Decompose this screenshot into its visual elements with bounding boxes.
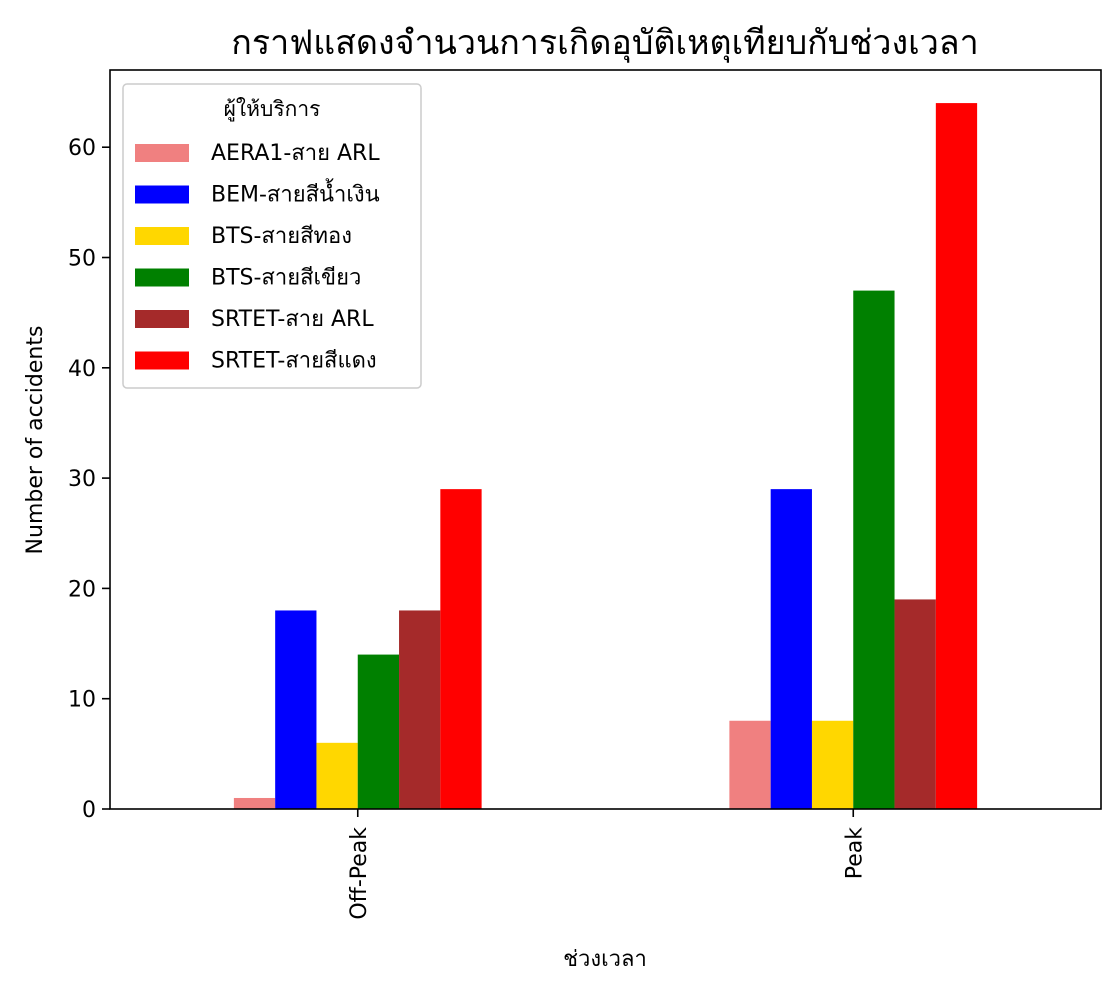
legend-label: AERA1-สาย ARL: [211, 141, 380, 166]
legend-label: BTS-สายสีทอง: [211, 224, 352, 249]
legend-label: SRTET-สาย ARL: [211, 307, 374, 332]
chart-title: กราฟแสดงจำนวนการเกิดอุบัติเหตุเทียบกับช่…: [231, 23, 979, 63]
legend-swatch: [135, 227, 189, 245]
x-axis-label: ช่วงเวลา: [563, 947, 647, 972]
legend-swatch: [135, 310, 189, 328]
bar-off-peak-series-4: [399, 610, 441, 809]
legend-swatch: [135, 351, 189, 370]
y-tick-label: 30: [68, 467, 96, 492]
bar-peak-series-3: [853, 290, 895, 810]
y-tick-label: 40: [68, 357, 96, 382]
legend-box: [122, 83, 422, 389]
y-tick-label: 60: [68, 136, 96, 161]
y-axis: 0 10 20 30 40 50 60: [68, 136, 110, 823]
legend-label: SRTET-สายสีแดง: [211, 349, 377, 374]
legend-title: ผู้ให้บริการ: [224, 97, 321, 122]
y-tick-label: 10: [68, 688, 96, 713]
plot-frame: [109, 69, 1102, 810]
legend: ผู้ให้บริการ AERA1-สาย ARL BEM-สายสีน้ำเง…: [122, 83, 422, 389]
bar-peak-series-2: [811, 720, 854, 809]
legend-items: AERA1-สาย ARL BEM-สายสีน้ำเงิน BTS-สายสีทอ…: [135, 141, 380, 374]
bar-off-peak-series-0: [233, 797, 276, 809]
bar-off-peak-series-5: [440, 489, 482, 809]
bar-off-peak-series-2: [316, 742, 358, 809]
x-tick-label: Peak: [842, 827, 867, 879]
legend-swatch: [135, 268, 189, 287]
legend-swatch: [135, 185, 189, 204]
y-tick-label: 20: [68, 577, 96, 602]
legend-label: BEM-สายสีน้ำเงิน: [211, 179, 380, 208]
bar-peak-series-1: [770, 489, 812, 809]
bars-layer: [233, 103, 978, 810]
legend-label: BTS-สายสีเขียว: [211, 266, 361, 291]
bar-off-peak-series-1: [275, 610, 317, 809]
y-tick-label: 50: [68, 247, 96, 272]
bar-peak-series-5: [935, 103, 978, 810]
x-tick-label: Off-Peak: [347, 827, 372, 920]
y-tick-label: 0: [82, 798, 96, 823]
bar-peak-series-0: [729, 720, 771, 809]
bar-off-peak-series-3: [357, 654, 400, 809]
legend-swatch: [135, 144, 189, 162]
x-axis: Off-Peak Peak: [347, 809, 867, 920]
y-axis-label: Number of accidents: [23, 326, 48, 555]
bar-peak-series-4: [894, 599, 936, 809]
